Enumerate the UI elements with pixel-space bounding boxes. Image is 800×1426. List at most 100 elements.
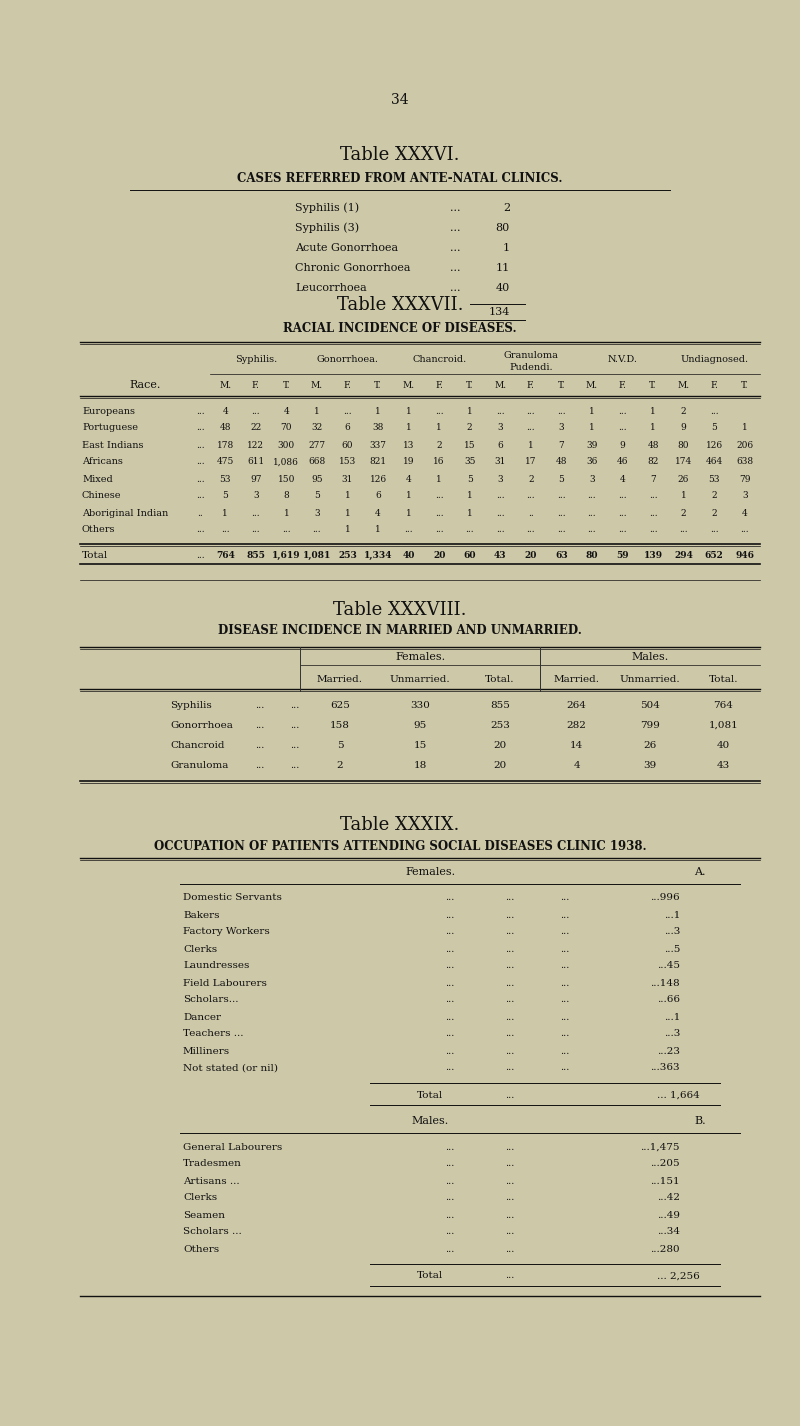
- Text: 1: 1: [345, 492, 350, 501]
- Text: ...: ...: [710, 526, 718, 535]
- Text: ...: ...: [196, 424, 204, 432]
- Text: 638: 638: [736, 458, 754, 466]
- Text: ...: ...: [560, 1030, 570, 1038]
- Text: M.: M.: [678, 382, 690, 391]
- Text: ...: ...: [290, 700, 300, 710]
- Text: ...: ...: [251, 406, 260, 415]
- Text: M.: M.: [219, 382, 231, 391]
- Text: ...5: ...5: [664, 944, 680, 954]
- Text: 48: 48: [647, 441, 659, 449]
- Text: 855: 855: [490, 700, 510, 710]
- Text: Table XXXVIII.: Table XXXVIII.: [334, 600, 466, 619]
- Text: 158: 158: [330, 720, 350, 730]
- Text: ...: ...: [557, 492, 566, 501]
- Text: 178: 178: [217, 441, 234, 449]
- Text: 4: 4: [742, 509, 747, 518]
- Text: 134: 134: [489, 307, 510, 317]
- Text: Laundresses: Laundresses: [183, 961, 250, 971]
- Text: ...3: ...3: [664, 1030, 680, 1038]
- Text: ...: ...: [446, 961, 454, 971]
- Text: 80: 80: [678, 441, 690, 449]
- Text: 95: 95: [414, 720, 426, 730]
- Text: DISEASE INCIDENCE IN MARRIED AND UNMARRIED.: DISEASE INCIDENCE IN MARRIED AND UNMARRI…: [218, 623, 582, 636]
- Text: 1,081: 1,081: [302, 550, 331, 559]
- Text: 26: 26: [678, 475, 690, 483]
- Text: ...: ...: [446, 1194, 454, 1202]
- Text: 668: 668: [308, 458, 326, 466]
- Text: ... 2,256: ... 2,256: [658, 1272, 700, 1281]
- Text: 1: 1: [467, 492, 473, 501]
- Text: Total: Total: [417, 1091, 443, 1099]
- Text: Portuguese: Portuguese: [82, 424, 138, 432]
- Text: ...: ...: [450, 262, 460, 272]
- Text: ...: ...: [526, 406, 535, 415]
- Text: 3: 3: [558, 424, 564, 432]
- Text: 7: 7: [650, 475, 656, 483]
- Text: ...: ...: [446, 894, 454, 903]
- Text: ...: ...: [313, 526, 322, 535]
- Text: Males.: Males.: [631, 652, 669, 662]
- Text: 294: 294: [674, 550, 693, 559]
- Text: 4: 4: [375, 509, 381, 518]
- Text: ...: ...: [446, 1030, 454, 1038]
- Text: Chinese: Chinese: [82, 492, 122, 501]
- Text: 1: 1: [375, 526, 381, 535]
- Text: Unmarried.: Unmarried.: [390, 674, 450, 683]
- Text: Chancroid.: Chancroid.: [412, 355, 466, 365]
- Text: 31: 31: [494, 458, 506, 466]
- Text: ...: ...: [506, 1030, 514, 1038]
- Text: ...: ...: [446, 944, 454, 954]
- Text: M.: M.: [494, 382, 506, 391]
- Text: ...: ...: [506, 1142, 514, 1152]
- Text: ...: ...: [506, 1228, 514, 1236]
- Text: 4: 4: [574, 760, 580, 770]
- Text: 34: 34: [391, 93, 409, 107]
- Text: 70: 70: [281, 424, 292, 432]
- Text: 40: 40: [496, 282, 510, 292]
- Text: ...: ...: [466, 526, 474, 535]
- Text: F.: F.: [435, 382, 443, 391]
- Text: 150: 150: [278, 475, 295, 483]
- Text: East Indians: East Indians: [82, 441, 143, 449]
- Text: Dancer: Dancer: [183, 1012, 221, 1021]
- Text: 1: 1: [742, 424, 747, 432]
- Text: ..: ..: [528, 509, 534, 518]
- Text: 53: 53: [709, 475, 720, 483]
- Text: 1,086: 1,086: [274, 458, 299, 466]
- Text: Gonorrhoea: Gonorrhoea: [170, 720, 233, 730]
- Text: 1,081: 1,081: [709, 720, 738, 730]
- Text: ...: ...: [446, 1176, 454, 1185]
- Text: 63: 63: [555, 550, 568, 559]
- Text: 15: 15: [464, 441, 475, 449]
- Text: 7: 7: [558, 441, 564, 449]
- Text: T.: T.: [650, 382, 657, 391]
- Text: ...205: ...205: [650, 1159, 680, 1168]
- Text: ...: ...: [588, 492, 596, 501]
- Text: ...: ...: [741, 526, 749, 535]
- Text: ...1: ...1: [664, 1012, 680, 1021]
- Text: ...: ...: [282, 526, 290, 535]
- Text: 253: 253: [338, 550, 357, 559]
- Text: 5: 5: [711, 424, 717, 432]
- Text: ...: ...: [255, 760, 265, 770]
- Text: ...: ...: [506, 1012, 514, 1021]
- Text: 5: 5: [314, 492, 320, 501]
- Text: ...363: ...363: [650, 1064, 680, 1072]
- Text: 206: 206: [736, 441, 754, 449]
- Text: 1: 1: [345, 509, 350, 518]
- Text: 80: 80: [496, 222, 510, 232]
- Text: F.: F.: [252, 382, 260, 391]
- Text: 39: 39: [586, 441, 598, 449]
- Text: ...: ...: [450, 202, 460, 212]
- Text: 80: 80: [586, 550, 598, 559]
- Text: Bakers: Bakers: [183, 910, 219, 920]
- Text: ...: ...: [618, 424, 627, 432]
- Text: 60: 60: [463, 550, 476, 559]
- Text: Granuloma: Granuloma: [503, 351, 558, 361]
- Text: ...: ...: [446, 1211, 454, 1219]
- Text: Table XXXVII.: Table XXXVII.: [337, 297, 463, 314]
- Text: 139: 139: [643, 550, 662, 559]
- Text: ...: ...: [450, 222, 460, 232]
- Text: 1: 1: [528, 441, 534, 449]
- Text: ...: ...: [560, 927, 570, 937]
